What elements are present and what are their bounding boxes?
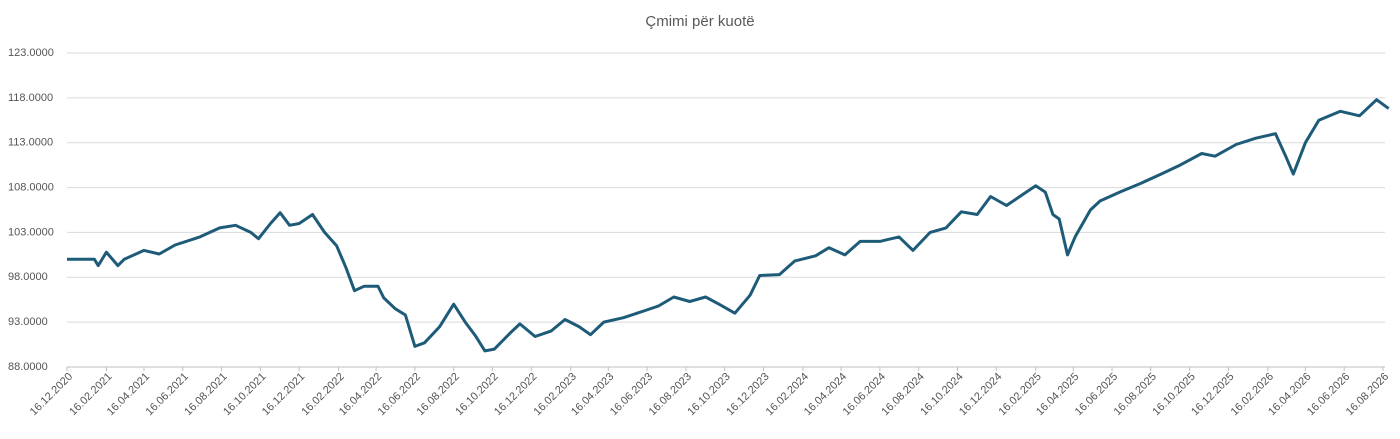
price-line <box>67 98 1390 353</box>
y-tick-label: 118.0000 <box>8 92 53 104</box>
chart-title: Çmimi për kuotë <box>645 13 754 30</box>
y-tick-label: 93.0000 <box>8 316 48 328</box>
y-tick-label: 108.0000 <box>8 181 54 193</box>
y-tick-label: 88.0000 <box>8 361 48 373</box>
y-tick-label: 113.0000 <box>8 137 53 149</box>
y-tick-label: 123.0000 <box>8 47 54 59</box>
y-tick-label: 98.0000 <box>8 271 48 283</box>
y-tick-label: 103.0000 <box>8 226 54 238</box>
